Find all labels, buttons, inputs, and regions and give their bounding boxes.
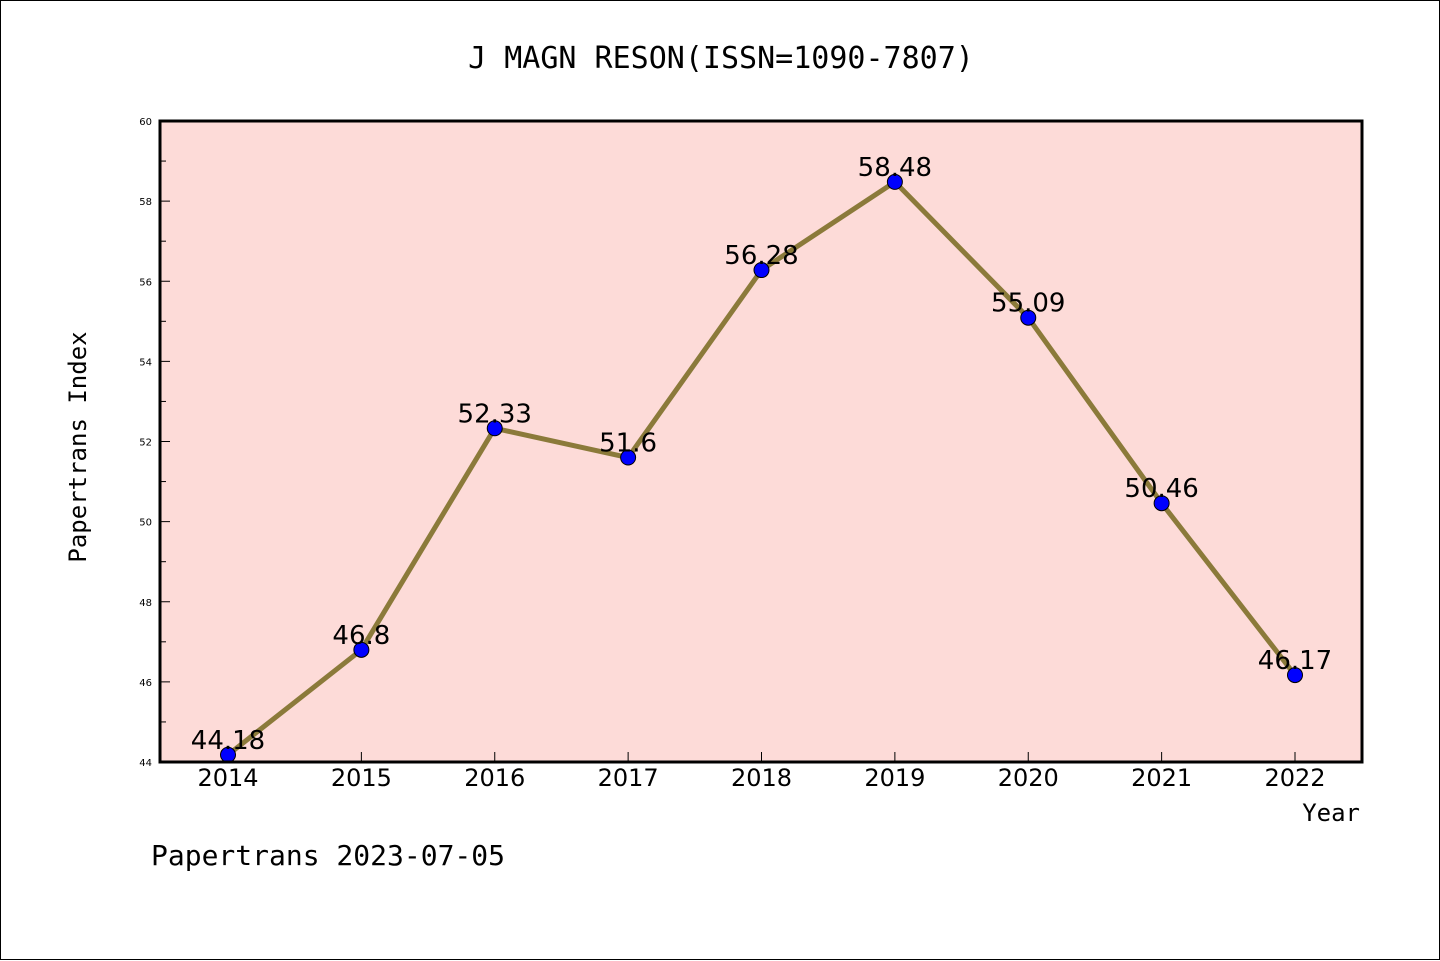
y-tick-label: 44 [139,758,152,769]
y-tick-label: 46 [139,678,152,689]
data-label: 44.18 [191,726,265,756]
y-axis-label: Papertrans Index [64,331,92,562]
data-label: 55.09 [991,289,1065,319]
footer-text: Papertrans 2023-07-05 [151,839,505,872]
data-label: 58.48 [858,153,932,183]
x-axis-label: Year [1302,799,1360,827]
x-tick-label: 2014 [197,764,258,792]
x-tick-label: 2020 [998,764,1059,792]
data-label: 51.6 [599,429,657,459]
y-tick-label: 58 [139,197,152,208]
data-label: 56.28 [724,241,798,271]
y-tick-label: 60 [139,117,152,128]
data-label: 50.46 [1124,474,1198,504]
y-tick-label: 48 [139,598,152,609]
x-tick-label: 2022 [1264,764,1325,792]
x-tick-label: 2021 [1131,764,1192,792]
x-tick-label: 2016 [464,764,525,792]
x-tick-label: 2018 [731,764,792,792]
data-label: 46.8 [332,621,390,651]
y-tick-label: 54 [139,357,152,368]
x-tick-label: 2017 [598,764,659,792]
line-chart: J MAGN RESON(ISSN=1090-7807) Papertrans … [1,1,1440,961]
chart-title: J MAGN RESON(ISSN=1090-7807) [468,41,974,76]
chart-frame: J MAGN RESON(ISSN=1090-7807) Papertrans … [0,0,1440,960]
data-label: 46.17 [1258,646,1332,676]
y-tick-label: 50 [139,518,152,529]
data-label: 52.33 [458,399,532,429]
y-tick-label: 52 [139,438,152,449]
x-tick-label: 2019 [864,764,925,792]
x-tick-label: 2015 [331,764,392,792]
y-tick-label: 56 [139,277,152,288]
